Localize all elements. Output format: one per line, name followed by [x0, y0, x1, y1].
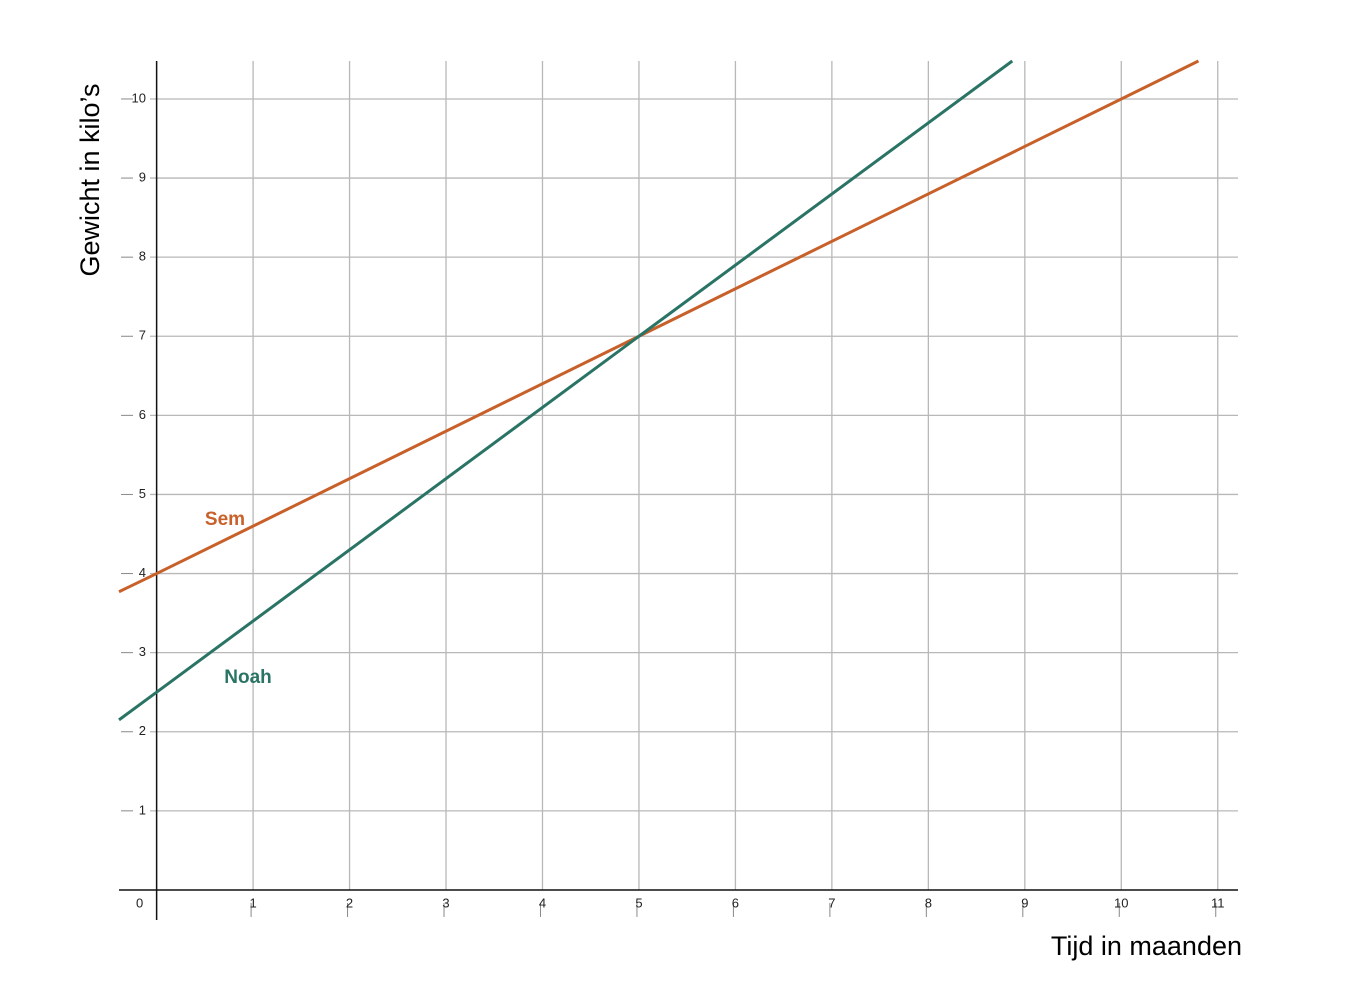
- x-tick-label: 7: [828, 895, 835, 910]
- x-tick-label: 4: [539, 895, 546, 910]
- x-tick-label: 10: [1114, 895, 1128, 910]
- y-tick-label: 9: [139, 170, 146, 185]
- x-tick-label: 11: [1211, 895, 1225, 910]
- series-line: [118, 59, 1200, 594]
- y-tick-label: 1: [139, 802, 146, 817]
- y-tick-label: 10: [132, 90, 146, 105]
- y-tick-label: 4: [139, 565, 146, 580]
- x-tick-label: 0: [136, 895, 143, 910]
- x-tick-label: 3: [442, 895, 449, 910]
- y-tick-label: 3: [139, 644, 146, 659]
- y-tick-label: 8: [139, 249, 146, 264]
- x-tick-label: 8: [925, 895, 932, 910]
- x-tick-label: 2: [346, 895, 353, 910]
- y-tick-label: 5: [139, 486, 146, 501]
- y-tick-label: 2: [139, 723, 146, 738]
- x-tick-label: 6: [732, 895, 739, 910]
- x-axis-title: Tijd in maanden: [1051, 931, 1242, 961]
- series-label: Noah: [224, 667, 272, 688]
- x-tick-label: 9: [1021, 895, 1028, 910]
- y-tick-label: 6: [139, 407, 146, 422]
- y-tick-label: 7: [139, 328, 146, 343]
- series-line: [118, 59, 1014, 722]
- y-axis-title: Gewicht in kilo’s: [75, 83, 105, 276]
- series-label: Sem: [205, 509, 245, 530]
- x-tick-label: 1: [249, 895, 256, 910]
- x-tick-label: 5: [635, 895, 642, 910]
